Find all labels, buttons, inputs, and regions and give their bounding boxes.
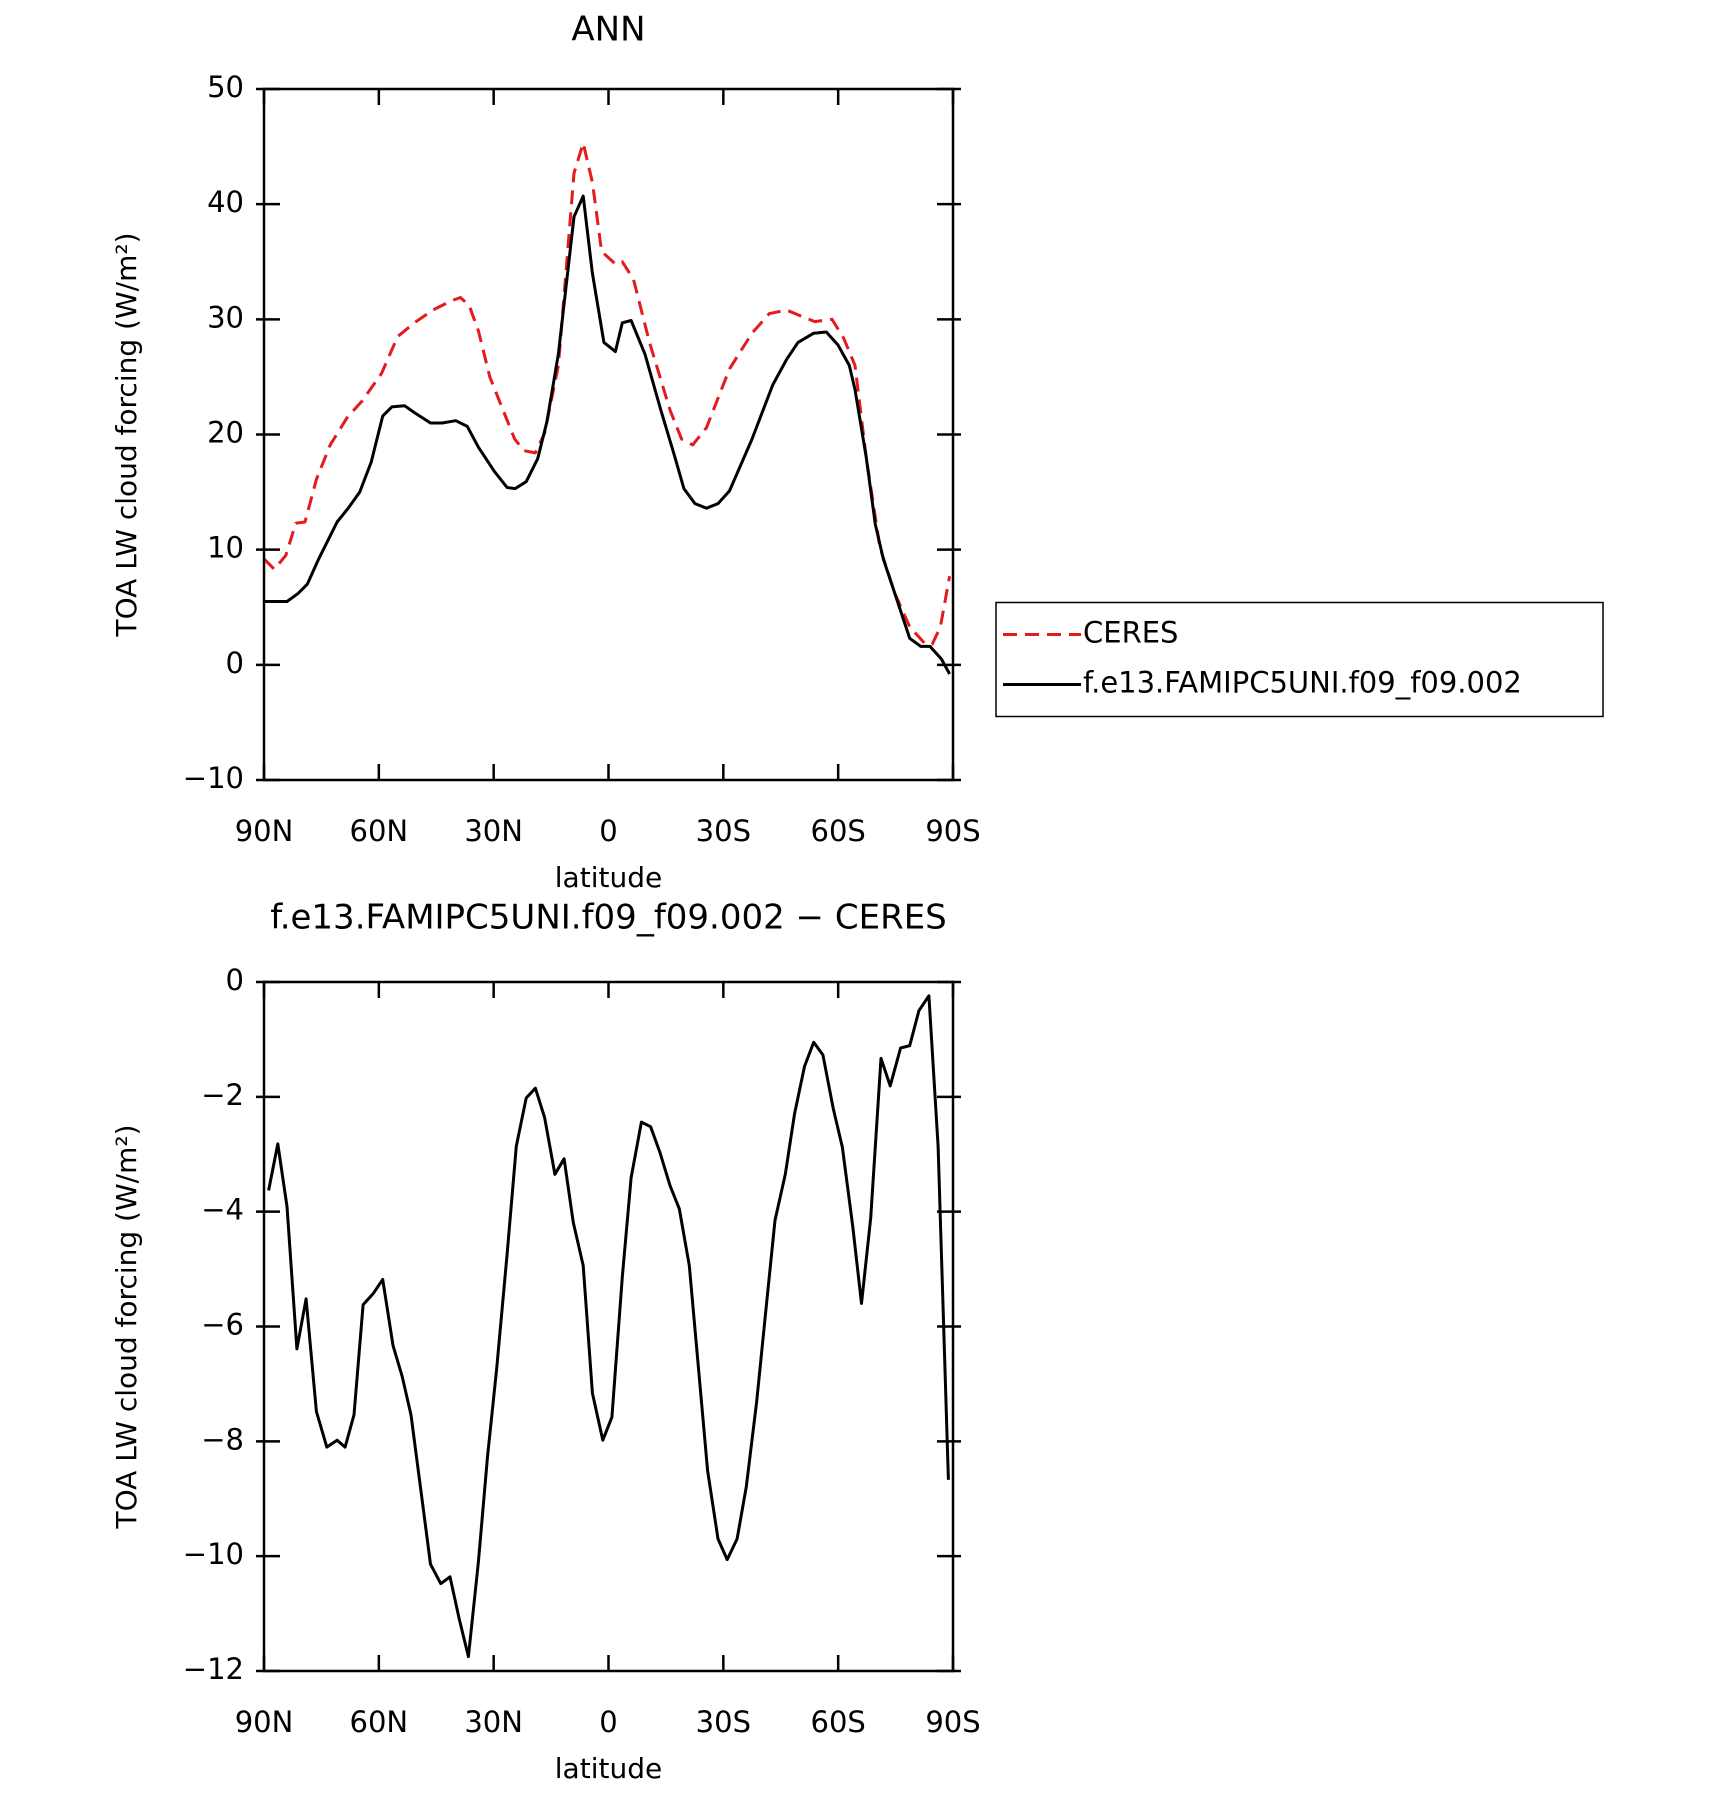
x-tick-label: 30N <box>464 814 523 848</box>
data-line <box>264 194 951 675</box>
x-tick-label: 60N <box>350 814 409 848</box>
y-tick-label: 10 <box>207 531 244 565</box>
y-tick-label: 50 <box>207 70 244 104</box>
legend-label: f.e13.FAMIPC5UNI.f09_f09.002 <box>1083 666 1522 700</box>
x-tick-label: 0 <box>599 814 617 848</box>
x-tick-label: 60S <box>811 1705 866 1739</box>
y-axis-label: TOA LW cloud forcing (W/m²) <box>110 233 143 638</box>
x-tick-label: 90N <box>235 1705 294 1739</box>
x-tick-label: 30N <box>464 1705 523 1739</box>
y-tick-label: −2 <box>201 1078 244 1112</box>
data-line <box>262 141 952 646</box>
y-tick-label: 40 <box>207 185 244 219</box>
y-tick-label: 0 <box>226 963 244 997</box>
legend-label: CERES <box>1083 616 1178 650</box>
plot-frame <box>262 980 955 1673</box>
legend: CERES f.e13.FAMIPC5UNI.f09_f09.002 <box>995 601 1604 718</box>
y-tick-label: −12 <box>183 1652 244 1686</box>
x-tick-label: 90N <box>235 814 294 848</box>
x-tick-label: 30S <box>696 814 751 848</box>
y-axis-label: TOA LW cloud forcing (W/m²) <box>110 1125 143 1530</box>
y-tick-label: 20 <box>207 416 244 450</box>
x-tick-label: 0 <box>599 1705 617 1739</box>
y-tick-label: 30 <box>207 300 244 334</box>
x-tick-label: 60S <box>811 814 866 848</box>
x-tick-label: 90S <box>925 1705 980 1739</box>
plot-frame <box>262 87 955 782</box>
y-tick-label: −4 <box>201 1193 244 1227</box>
legend-box <box>995 601 1604 718</box>
y-tick-label: −10 <box>183 761 244 795</box>
x-tick-label: 30S <box>696 1705 751 1739</box>
x-axis-label: latitude <box>555 1752 662 1785</box>
x-tick-label: 60N <box>350 1705 409 1739</box>
chart-title: f.e13.FAMIPC5UNI.f09_f09.002 − CERES <box>270 898 947 938</box>
x-axis-label: latitude <box>555 861 662 894</box>
chart-title: ANN <box>571 10 645 50</box>
y-tick-label: −6 <box>201 1308 244 1342</box>
x-tick-label: 90S <box>925 814 980 848</box>
data-line <box>267 994 950 1659</box>
y-tick-label: −8 <box>201 1422 244 1456</box>
y-tick-label: −10 <box>183 1537 244 1571</box>
y-tick-label: 0 <box>226 646 244 680</box>
